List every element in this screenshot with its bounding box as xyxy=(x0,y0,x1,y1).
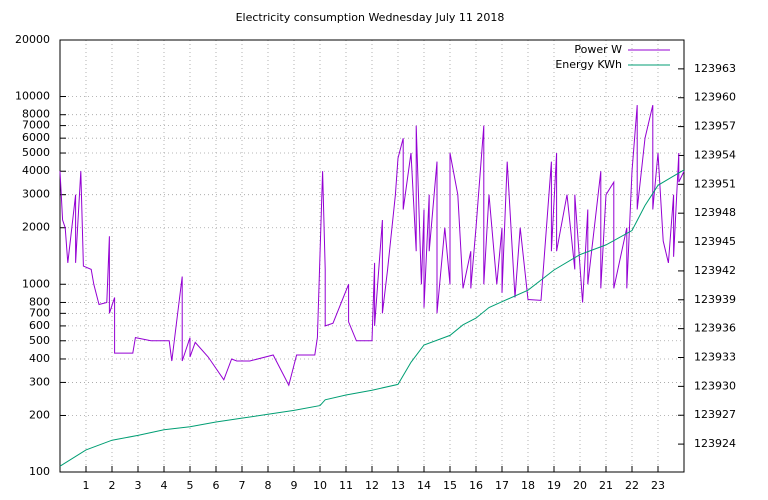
y2-tick-label: 123951 xyxy=(694,177,736,190)
y2-tick-label: 123960 xyxy=(694,91,736,104)
y2-tick-label: 123930 xyxy=(694,379,736,392)
y-tick-label: 200 xyxy=(29,408,50,421)
y-tick-label: 700 xyxy=(29,306,50,319)
x-tick-label: 21 xyxy=(599,479,613,492)
y2-tick-label: 123924 xyxy=(694,437,736,450)
x-tick-label: 18 xyxy=(521,479,535,492)
x-tick-label: 6 xyxy=(213,479,220,492)
x-tick-label: 4 xyxy=(161,479,168,492)
x-tick-label: 10 xyxy=(313,479,327,492)
x-tick-label: 8 xyxy=(265,479,272,492)
y-tick-label: 5000 xyxy=(22,146,50,159)
legend-label: Power W xyxy=(574,43,622,56)
y-tick-label: 600 xyxy=(29,319,50,332)
y-tick-label: 500 xyxy=(29,334,50,347)
plot-frame xyxy=(59,39,685,473)
x-tick-label: 1 xyxy=(83,479,90,492)
y-tick-label: 400 xyxy=(29,352,50,365)
y2-tick-label: 123954 xyxy=(694,148,736,161)
series-line xyxy=(59,104,685,387)
y2-tick-label: 123933 xyxy=(694,351,736,364)
y-tick-label: 3000 xyxy=(22,188,50,201)
x-tick-label: 23 xyxy=(651,479,665,492)
x-tick-label: 2 xyxy=(109,479,116,492)
x-tick-label: 3 xyxy=(135,479,142,492)
y2-tick-label: 123942 xyxy=(694,264,736,277)
y2-tick-label: 123948 xyxy=(694,206,736,219)
x-tick-label: 19 xyxy=(547,479,561,492)
x-tick-label: 9 xyxy=(291,479,298,492)
x-tick-label: 16 xyxy=(469,479,483,492)
chart-title: Electricity consumption Wednesday July 1… xyxy=(236,11,505,24)
x-tick-label: 15 xyxy=(443,479,457,492)
y-tick-label: 20000 xyxy=(15,33,50,46)
y-tick-label: 800 xyxy=(29,295,50,308)
y-tick-label: 6000 xyxy=(22,131,50,144)
y-tick-label: 2000 xyxy=(22,221,50,234)
y-tick-label: 1000 xyxy=(22,277,50,290)
x-tick-label: 20 xyxy=(573,479,587,492)
y-tick-label: 4000 xyxy=(22,164,50,177)
x-tick-label: 7 xyxy=(239,479,246,492)
series-line xyxy=(59,169,685,467)
legend-label: Energy KWh xyxy=(555,58,622,71)
y2-tick-label: 123963 xyxy=(694,62,736,75)
y-tick-label: 300 xyxy=(29,375,50,388)
x-tick-label: 14 xyxy=(417,479,431,492)
x-tick-label: 13 xyxy=(391,479,405,492)
y2-tick-label: 123939 xyxy=(694,293,736,306)
y-tick-label: 100 xyxy=(29,465,50,478)
x-tick-label: 12 xyxy=(365,479,379,492)
x-tick-label: 22 xyxy=(625,479,639,492)
y-tick-label: 7000 xyxy=(22,119,50,132)
y2-tick-label: 123936 xyxy=(694,322,736,335)
x-tick-label: 11 xyxy=(339,479,353,492)
x-tick-label: 5 xyxy=(187,479,194,492)
y2-tick-label: 123927 xyxy=(694,408,736,421)
x-tick-label: 17 xyxy=(495,479,509,492)
y-tick-label: 8000 xyxy=(22,108,50,121)
y2-tick-label: 123957 xyxy=(694,120,736,133)
y2-tick-label: 123945 xyxy=(694,235,736,248)
y-tick-label: 10000 xyxy=(15,90,50,103)
